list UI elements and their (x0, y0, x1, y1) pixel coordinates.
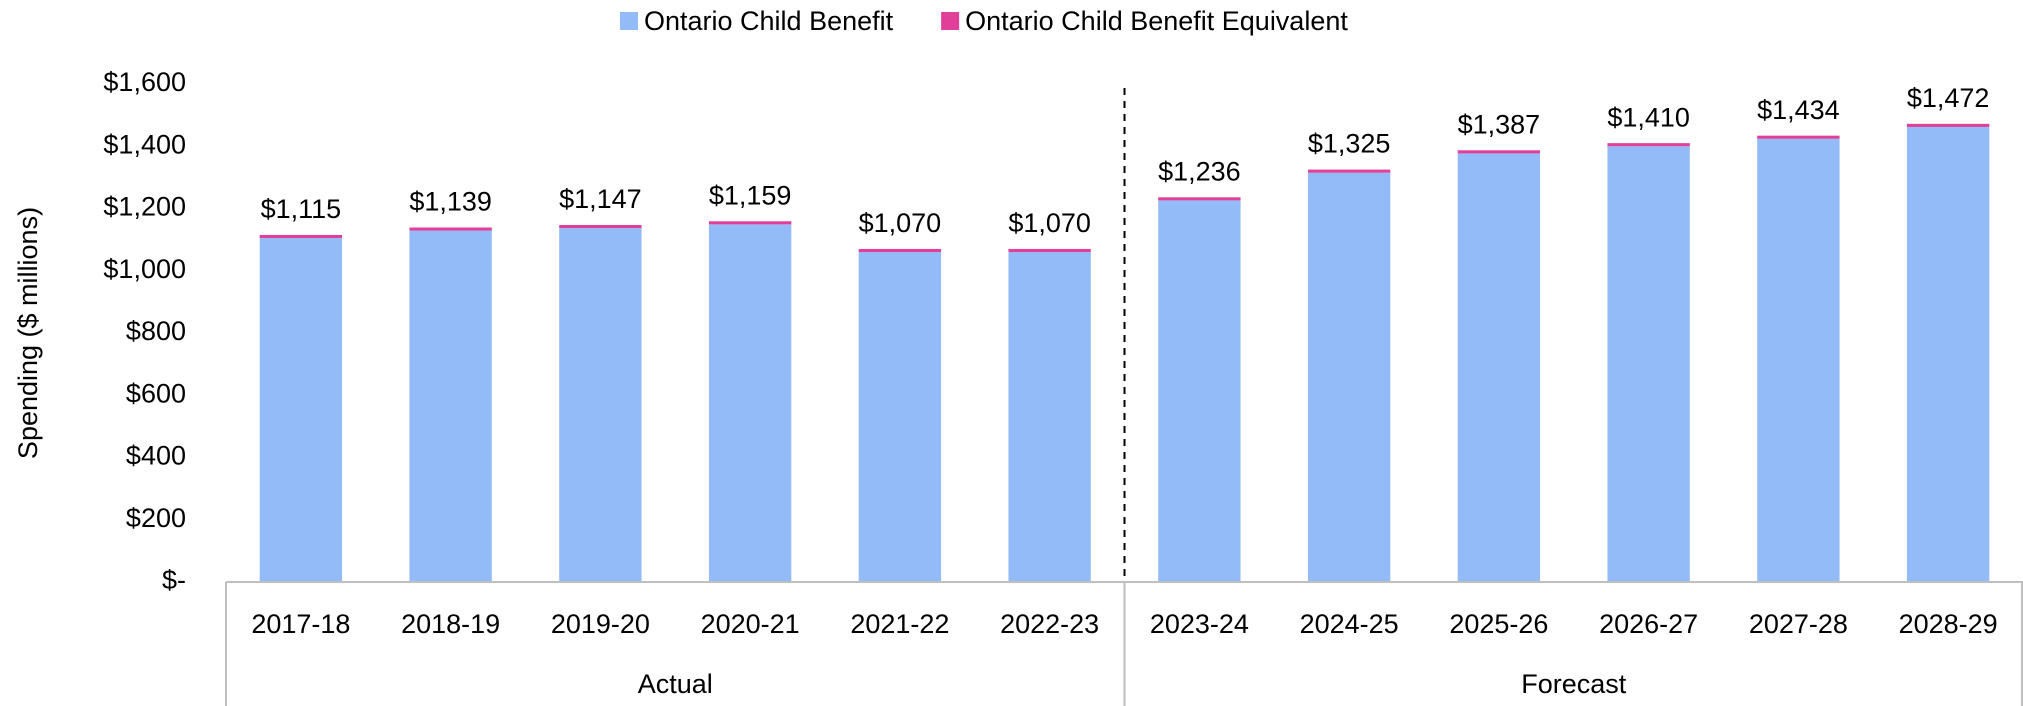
bar-segment (1607, 146, 1690, 582)
x-tick-label: 2022-23 (1000, 609, 1099, 639)
x-tick-label: 2026-27 (1599, 609, 1698, 639)
total-label: $1,236 (1158, 156, 1241, 186)
x-tick-label: 2023-24 (1150, 609, 1249, 639)
bar-segment (1607, 143, 1690, 147)
bar-segment (858, 252, 942, 582)
bar-segment (409, 230, 492, 582)
bar-segment (1757, 138, 1840, 582)
group-label: Actual (638, 669, 713, 699)
bar-segment (1906, 123, 1990, 127)
bar-segment (708, 221, 792, 225)
y-tick-label: $800 (126, 316, 186, 346)
group-label: Forecast (1521, 669, 1627, 699)
x-tick-label: 2020-21 (701, 609, 800, 639)
bar-segment (1008, 252, 1091, 582)
y-tick-label: $1,200 (103, 192, 186, 222)
total-label: $1,434 (1757, 95, 1840, 125)
x-tick-label: 2028-29 (1899, 609, 1998, 639)
total-label: $1,410 (1607, 102, 1690, 132)
bar-segment (1457, 150, 1541, 154)
bar-segment (409, 227, 492, 231)
total-label: $1,070 (1008, 208, 1091, 238)
x-tick-label: 2021-22 (850, 609, 949, 639)
bar-segment (1307, 169, 1391, 173)
bar-segment (559, 224, 642, 229)
bar-segment (1457, 153, 1541, 582)
x-tick-label: 2018-19 (401, 609, 500, 639)
bar-segment (708, 224, 792, 582)
total-label: $1,070 (859, 208, 942, 238)
x-tick-label: 2024-25 (1300, 609, 1399, 639)
y-tick-label: $1,400 (103, 129, 186, 159)
y-tick-label: $400 (126, 441, 186, 471)
total-label: $1,159 (709, 180, 792, 210)
y-tick-label: $- (162, 565, 186, 595)
bar-segment (1008, 248, 1091, 253)
bar-segment (1906, 126, 1990, 582)
bar-segment (1158, 197, 1241, 201)
x-tick-label: 2017-18 (251, 609, 350, 639)
legend-swatch (941, 12, 960, 30)
y-tick-label: $1,600 (103, 67, 186, 97)
y-axis-title: Spending ($ millions) (13, 207, 43, 459)
legend-swatch (620, 12, 638, 30)
x-tick-label: 2025-26 (1449, 609, 1548, 639)
bar-segment (858, 248, 942, 253)
y-tick-label: $1,000 (103, 254, 186, 284)
total-label: $1,387 (1458, 109, 1541, 139)
x-tick-label: 2027-28 (1749, 609, 1848, 639)
total-label: $1,147 (559, 184, 642, 214)
legend-label: Ontario Child Benefit Equivalent (965, 6, 1348, 36)
y-tick-label: $200 (126, 503, 186, 533)
bar-segment (1757, 135, 1840, 139)
bar-segment (259, 234, 343, 239)
total-label: $1,472 (1907, 83, 1990, 113)
bar-segment (259, 238, 343, 582)
bar-segment (559, 228, 642, 582)
bar-segment (1158, 200, 1241, 582)
legend-label: Ontario Child Benefit (644, 6, 894, 36)
total-label: $1,115 (261, 194, 342, 224)
y-tick-label: $600 (126, 378, 186, 408)
x-tick-label: 2019-20 (551, 609, 650, 639)
bar-segment (1307, 172, 1391, 583)
total-label: $1,139 (409, 187, 492, 217)
total-label: $1,325 (1308, 129, 1391, 159)
